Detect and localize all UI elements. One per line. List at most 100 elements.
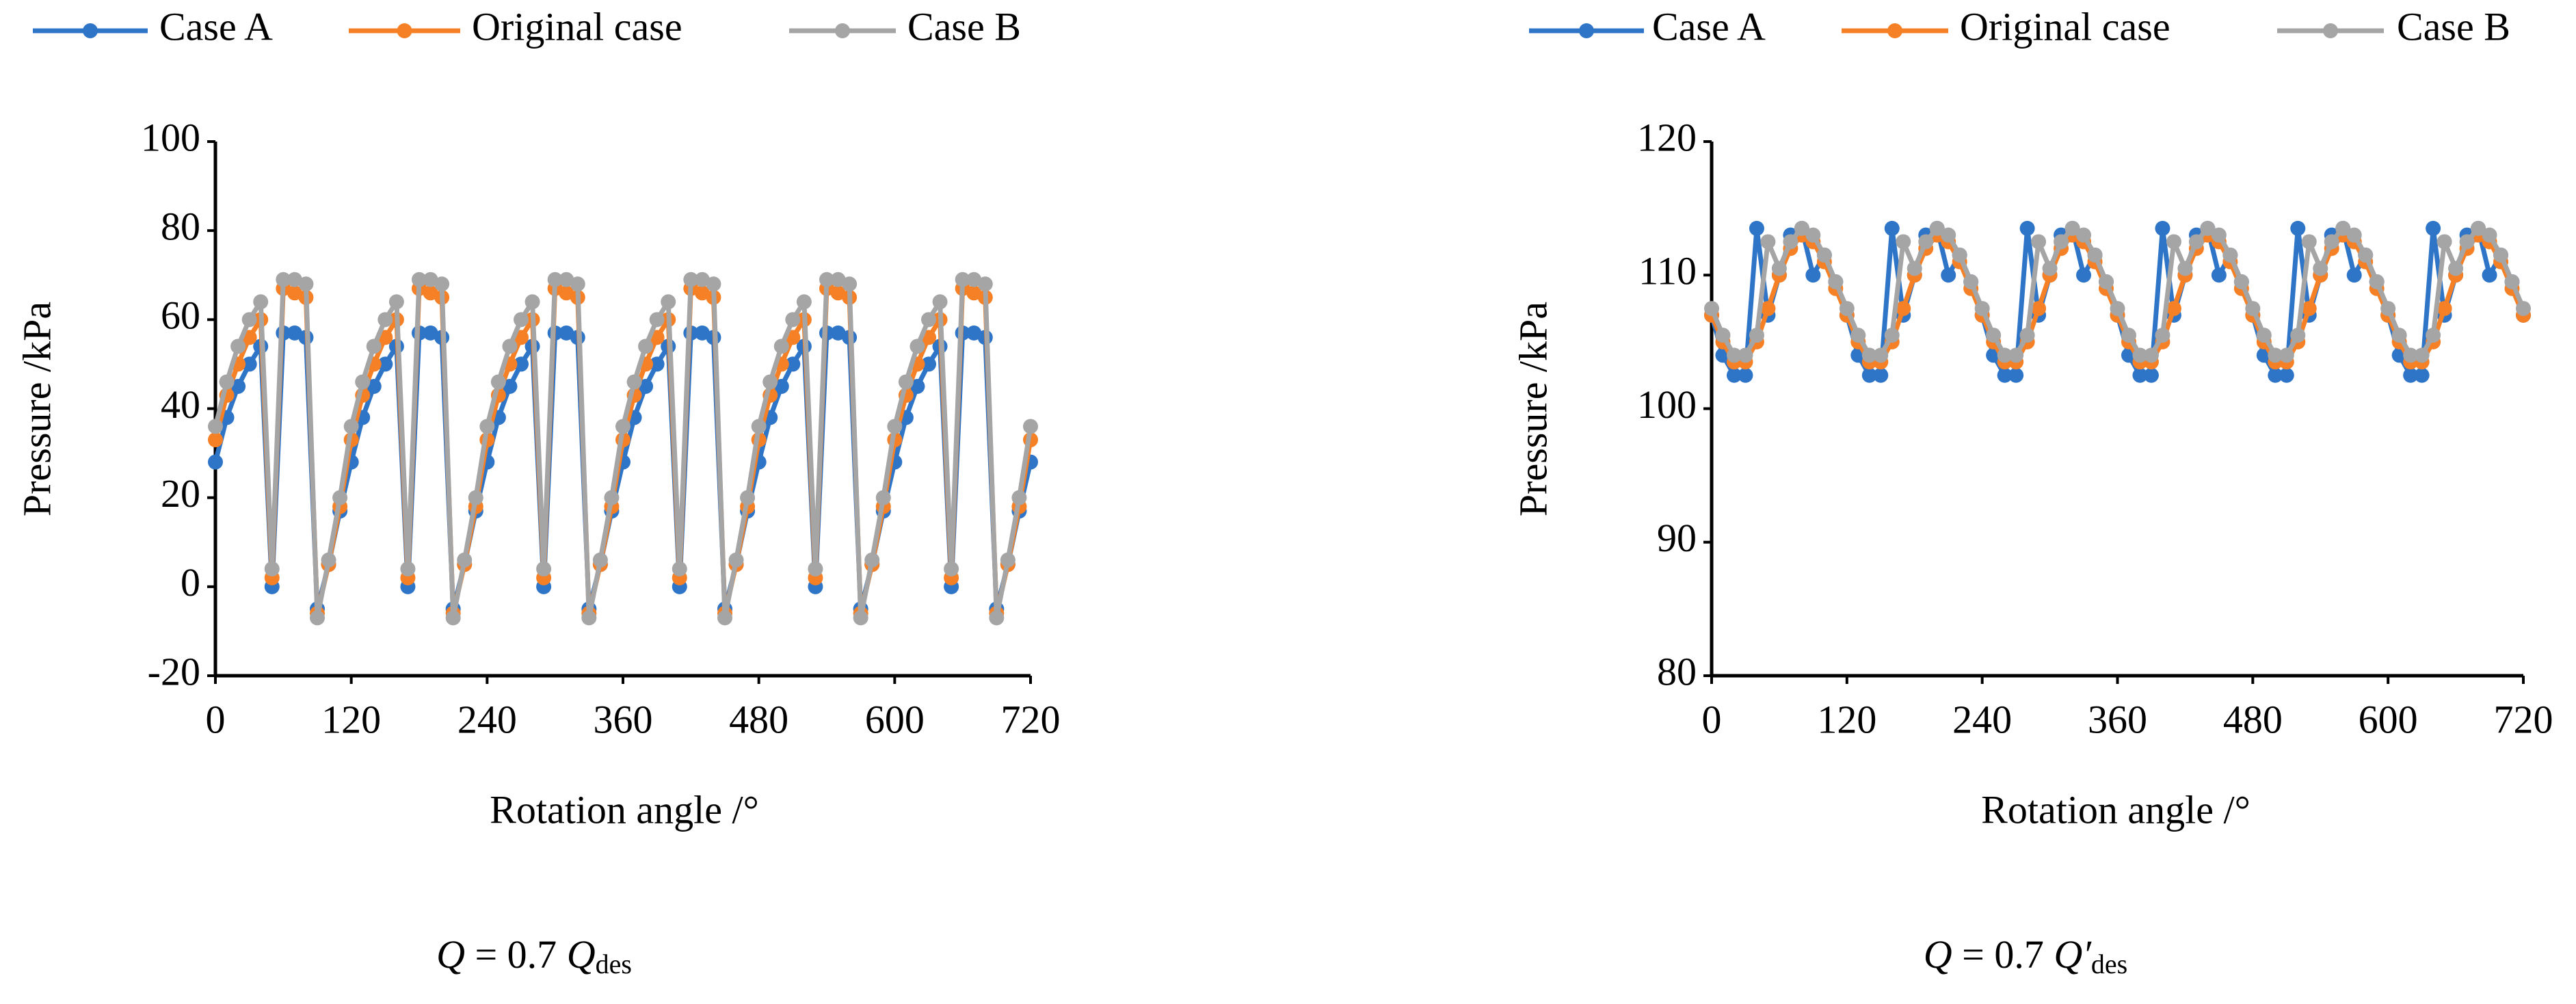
data-point (2211, 227, 2227, 243)
caption: Q = 0.7 Q′des (1924, 932, 2128, 979)
data-point (1000, 552, 1015, 568)
data-point (1816, 247, 1832, 263)
data-point (423, 285, 438, 301)
y-tick-label: 0 (181, 560, 200, 605)
legend-marker (1579, 23, 1594, 38)
data-point (219, 374, 235, 390)
data-point (1929, 220, 1945, 236)
data-point (1738, 347, 1753, 363)
data-point (615, 419, 630, 434)
data-point (2222, 247, 2238, 263)
data-point (241, 312, 257, 328)
data-point (694, 285, 710, 301)
data-point (830, 272, 846, 287)
y-tick-label: 100 (141, 115, 200, 159)
data-point (241, 356, 257, 372)
data-point (2346, 267, 2362, 283)
data-point (2301, 301, 2317, 317)
data-point (445, 610, 461, 626)
data-point (502, 378, 518, 394)
data-point (343, 419, 359, 434)
data-point (740, 490, 756, 505)
data-point (638, 339, 654, 354)
data-point (921, 356, 936, 372)
data-point (2459, 234, 2475, 250)
legend-label: Case B (907, 4, 1021, 49)
legend-label: Case A (159, 4, 273, 49)
data-point (966, 325, 982, 341)
data-point (2369, 274, 2385, 290)
data-point (2155, 328, 2170, 343)
data-point (2166, 301, 2181, 317)
caption-variable: Q (567, 932, 596, 977)
data-point (2426, 220, 2441, 236)
y-tick-label: 120 (1637, 115, 1697, 159)
data-point (2448, 261, 2464, 276)
data-point (2493, 247, 2509, 263)
data-point (1011, 490, 1027, 505)
data-point (253, 294, 269, 310)
data-point (2380, 301, 2396, 317)
data-point (2132, 367, 2148, 383)
data-point (853, 610, 868, 626)
data-point (502, 339, 518, 354)
data-point (1986, 328, 2002, 343)
data-point (1794, 220, 1809, 236)
x-tick-label: 120 (321, 697, 381, 741)
data-point (1873, 347, 1889, 363)
y-tick-label: 60 (161, 293, 200, 338)
x-tick-label: 480 (2223, 697, 2283, 741)
data-point (366, 339, 382, 354)
data-point (683, 272, 699, 287)
data-point (287, 325, 302, 341)
data-point (2256, 328, 2272, 343)
y-axis-title: Pressure /kPa (14, 302, 59, 516)
legend-marker (83, 23, 98, 38)
data-point (2211, 267, 2227, 283)
data-point (276, 272, 291, 287)
data-point (423, 325, 438, 341)
data-point (1805, 227, 1821, 243)
data-point (2031, 301, 2047, 317)
data-point (2143, 367, 2159, 383)
data-point (581, 610, 597, 626)
x-tick-label: 0 (206, 697, 226, 741)
data-point (1941, 227, 1956, 243)
chart: 80 90 100 110 120 0 120 240 360 480 600 720 Rotation… (1511, 4, 2553, 979)
data-point (559, 325, 574, 341)
data-point (649, 356, 665, 372)
data-point (230, 339, 246, 354)
data-point (2155, 220, 2170, 236)
y-tick-label: -20 (148, 649, 200, 693)
data-point (2471, 220, 2486, 236)
caption-subscript: des (596, 949, 632, 979)
data-point (1715, 328, 1731, 343)
data-point (2121, 328, 2136, 343)
data-point (1941, 267, 1956, 283)
data-point (887, 419, 903, 434)
x-tick-label: 240 (457, 697, 517, 741)
data-point (966, 285, 982, 301)
data-point (479, 419, 495, 434)
data-point (1997, 347, 2013, 363)
data-point (2482, 227, 2497, 243)
x-tick-label: 360 (594, 697, 653, 741)
data-point (796, 294, 812, 310)
data-point (638, 378, 654, 394)
data-point (2324, 234, 2339, 250)
data-point (208, 419, 223, 434)
y-tick-label: 80 (161, 204, 200, 248)
data-point (1749, 220, 1764, 236)
legend-marker (397, 23, 412, 38)
data-point (1828, 274, 1844, 290)
data-point (2132, 347, 2148, 363)
legend-label: Case B (2397, 4, 2510, 49)
x-tick-label: 360 (2088, 697, 2147, 741)
data-point (2335, 220, 2351, 236)
caption-variable: Q′ (2054, 932, 2092, 977)
data-point (785, 312, 801, 328)
y-tick-label: 20 (161, 471, 200, 516)
data-point (298, 276, 314, 292)
data-point (1861, 367, 1877, 383)
data-point (2008, 367, 2024, 383)
